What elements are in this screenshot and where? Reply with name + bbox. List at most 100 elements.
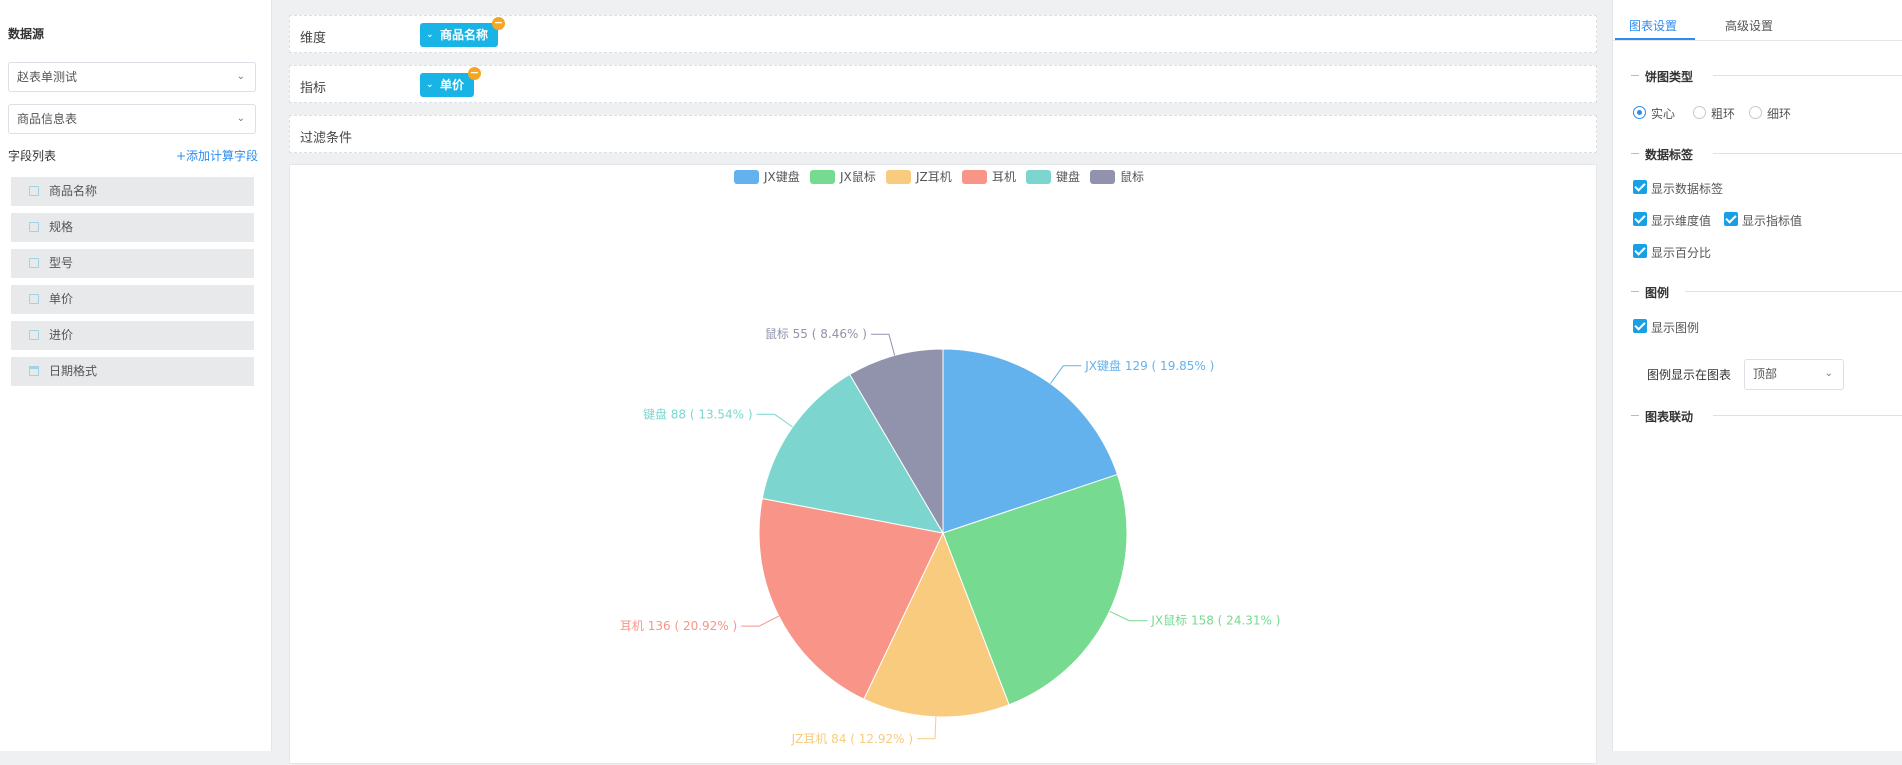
legend-position-select[interactable]: 顶部 ⌄ bbox=[1744, 359, 1844, 390]
legend-swatch bbox=[1026, 170, 1051, 184]
remove-icon[interactable]: − bbox=[468, 66, 482, 80]
field-item-label: 进价 bbox=[49, 328, 74, 342]
legend-label: 鼠标 bbox=[1120, 170, 1144, 184]
label-leader-line bbox=[741, 615, 780, 627]
field-item[interactable]: 单价 bbox=[11, 285, 254, 314]
label-leader-line bbox=[1049, 365, 1082, 384]
checkbox-checked bbox=[1633, 180, 1647, 194]
field-item-label: 单价 bbox=[49, 292, 74, 306]
label-leader-line bbox=[870, 333, 896, 356]
radio-circle bbox=[1633, 106, 1646, 119]
chart-area: JX键盘 JX鼠标 JZ耳机 耳机 键盘 鼠标 JX键盘 129 ( 19.85% ) JX鼠… bbox=[289, 164, 1597, 764]
filter-row[interactable]: 过滤条件 bbox=[289, 115, 1597, 153]
checkbox-checked bbox=[1633, 244, 1647, 258]
section-dash bbox=[1631, 291, 1639, 292]
legend-label: 键盘 bbox=[1056, 169, 1080, 184]
label-leader-line bbox=[1109, 610, 1148, 622]
dimension-tag[interactable]: ⌄ 商品名称 − bbox=[420, 17, 506, 47]
chart-linkage-title: 图表联动 bbox=[1645, 410, 1694, 424]
legend-label: JX键盘 bbox=[763, 169, 800, 184]
legend-position-value: 顶部 bbox=[1753, 367, 1778, 381]
legend-swatch bbox=[1090, 170, 1115, 184]
label-leader-line bbox=[756, 413, 793, 428]
data-label-title: 数据标签 bbox=[1645, 148, 1694, 162]
pie-slice bbox=[942, 473, 1128, 706]
checkbox-label: 显示数据标签 bbox=[1651, 182, 1724, 196]
chevron-down-icon: ⌄ bbox=[426, 30, 434, 40]
section-dash bbox=[1631, 75, 1639, 76]
data-label: 键盘 88 ( 13.54% ) bbox=[643, 406, 753, 421]
legend-label: JZ耳机 bbox=[915, 170, 952, 184]
dimension-label: 维度 bbox=[300, 31, 327, 46]
metric-label: 指标 bbox=[300, 81, 327, 96]
legend-title: 图例 bbox=[1645, 286, 1670, 300]
field-item[interactable]: 进价 bbox=[11, 321, 254, 350]
field-item-label: 日期格式 bbox=[49, 364, 98, 378]
field-item[interactable]: 规格 bbox=[11, 213, 254, 242]
checkbox-label: 显示指标值 bbox=[1742, 214, 1803, 228]
field-item-label: 规格 bbox=[49, 220, 74, 234]
data-label: JX鼠标 158 ( 24.31% ) bbox=[1150, 614, 1280, 628]
pie-slice bbox=[849, 348, 944, 535]
field-icon bbox=[29, 258, 39, 268]
add-calculated-field-link[interactable]: +添加计算字段 bbox=[175, 149, 258, 163]
field-item[interactable]: 商品名称 bbox=[11, 177, 254, 206]
datasource-select[interactable]: 赵表单测试 ⌄ bbox=[8, 62, 256, 92]
section-line bbox=[1713, 415, 1902, 416]
dimension-tag-label: 商品名称 bbox=[440, 28, 489, 42]
checkbox-checked bbox=[1633, 319, 1647, 333]
pie-type-title: 饼图类型 bbox=[1645, 70, 1694, 84]
radio-circle bbox=[1749, 106, 1762, 119]
field-icon bbox=[29, 294, 39, 304]
tab-advanced-settings[interactable]: 高级设置 bbox=[1725, 19, 1774, 33]
pie-slice bbox=[863, 531, 1010, 718]
dimension-row[interactable]: 维度 ⌄ 商品名称 − bbox=[289, 15, 1597, 53]
metric-tag-label: 单价 bbox=[440, 78, 465, 92]
legend-position-label: 图例显示在图表 bbox=[1647, 368, 1732, 382]
checkbox-checked bbox=[1633, 212, 1647, 226]
active-tab-indicator bbox=[1615, 38, 1695, 40]
field-item[interactable]: 型号 bbox=[11, 249, 254, 278]
right-panel: 图表设置 高级设置 饼图类型 实心 粗环 细环 数据标签 显示数据标签 显示维度… bbox=[1612, 0, 1902, 751]
section-line bbox=[1713, 153, 1902, 154]
pie-slice bbox=[942, 348, 1119, 534]
field-item-label: 商品名称 bbox=[49, 184, 98, 198]
chevron-down-icon: ⌄ bbox=[236, 71, 245, 82]
data-label: 耳机 136 ( 20.92% ) bbox=[620, 619, 737, 633]
field-icon bbox=[29, 186, 39, 196]
data-label: JZ耳机 84 ( 12.92% ) bbox=[791, 732, 913, 746]
section-dash bbox=[1631, 153, 1639, 154]
metric-tag[interactable]: ⌄ 单价 − bbox=[420, 67, 482, 97]
field-list-header: 字段列表 +添加计算字段 bbox=[8, 147, 258, 164]
tab-divider bbox=[1613, 40, 1902, 41]
radio-circle bbox=[1693, 106, 1706, 119]
legend-label: JX鼠标 bbox=[839, 170, 876, 184]
filter-label: 过滤条件 bbox=[300, 131, 353, 146]
metric-row[interactable]: 指标 ⌄ 单价 − bbox=[289, 65, 1597, 103]
section-line bbox=[1685, 291, 1902, 292]
chevron-down-icon: ⌄ bbox=[426, 80, 434, 90]
remove-icon[interactable]: − bbox=[492, 16, 506, 30]
field-icon bbox=[29, 222, 39, 232]
chevron-down-icon: ⌄ bbox=[236, 113, 245, 124]
field-icon bbox=[29, 330, 39, 340]
field-item-label: 型号 bbox=[49, 256, 74, 270]
table-select[interactable]: 商品信息表 ⌄ bbox=[8, 104, 256, 134]
radio-label: 粗环 bbox=[1711, 107, 1736, 121]
data-label: 鼠标 55 ( 8.46% ) bbox=[765, 327, 867, 341]
checkbox-checked bbox=[1724, 212, 1738, 226]
checkbox-label: 显示百分比 bbox=[1651, 246, 1712, 260]
section-dash bbox=[1631, 415, 1639, 416]
chevron-down-icon: ⌄ bbox=[1824, 368, 1833, 379]
pie-chart: JX键盘 JX鼠标 JZ耳机 耳机 键盘 鼠标 JX键盘 129 ( 19.85% ) JX鼠… bbox=[620, 169, 1281, 746]
radio-label: 细环 bbox=[1767, 107, 1792, 121]
field-item[interactable]: 日期格式 bbox=[11, 357, 254, 386]
legend-swatch bbox=[962, 170, 987, 184]
label-leader-line bbox=[917, 716, 937, 740]
pie-slice bbox=[761, 373, 944, 534]
checkbox-label: 显示维度值 bbox=[1651, 214, 1712, 228]
data-label: JX键盘 129 ( 19.85% ) bbox=[1084, 358, 1214, 373]
legend-label: 耳机 bbox=[992, 170, 1016, 184]
calendar-icon bbox=[29, 366, 39, 376]
tab-chart-settings[interactable]: 图表设置 bbox=[1629, 19, 1678, 33]
